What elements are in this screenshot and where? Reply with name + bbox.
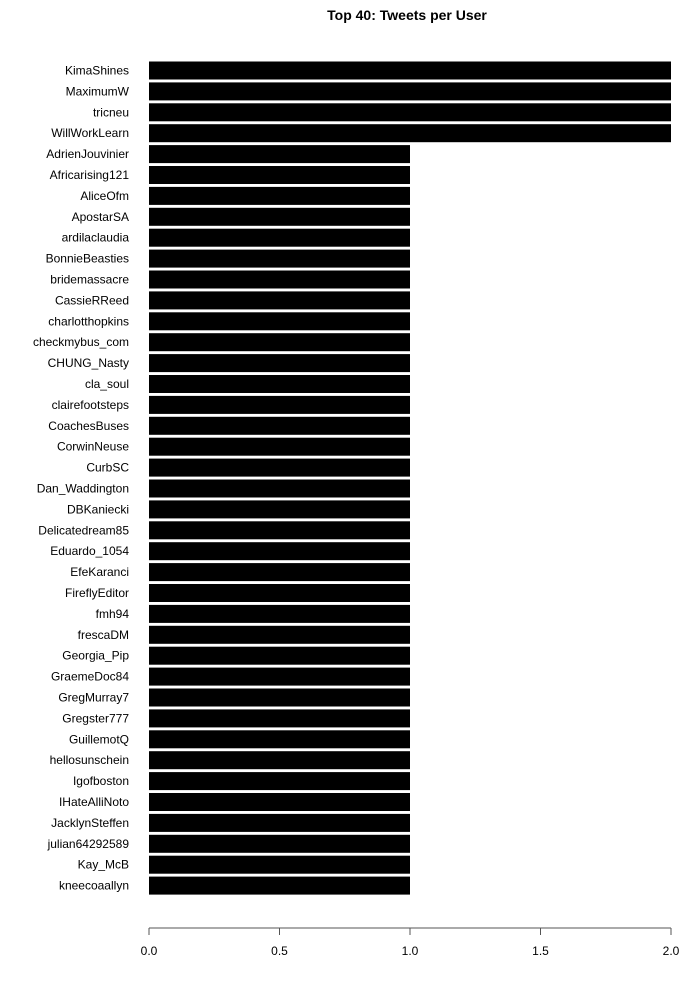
bar	[149, 207, 410, 226]
chart-title: Top 40: Tweets per User	[327, 7, 487, 23]
bar	[149, 124, 671, 143]
bar	[149, 228, 410, 247]
category-label: Gregster777	[62, 711, 129, 725]
bar	[149, 333, 410, 352]
bar	[149, 103, 671, 122]
category-label: CHUNG_Nasty	[48, 356, 129, 370]
category-label: MaximumW	[66, 84, 130, 98]
category-label: AliceOfm	[80, 189, 129, 203]
bar	[149, 667, 410, 686]
category-label: charlotthopkins	[48, 314, 129, 328]
category-label: DBKaniecki	[67, 502, 129, 516]
bar	[149, 82, 671, 101]
category-label: ardilaclaudia	[62, 231, 130, 245]
bar	[149, 395, 410, 414]
bar	[149, 521, 410, 540]
bar	[149, 772, 410, 791]
category-label: AdrienJouvinier	[46, 147, 129, 161]
bar	[149, 270, 410, 289]
bar	[149, 625, 410, 644]
x-tick-label: 0.0	[141, 944, 158, 958]
category-label: julian64292589	[47, 837, 130, 851]
category-label: CurbSC	[86, 461, 129, 475]
bar	[149, 145, 410, 164]
category-label: GuillemotQ	[69, 732, 129, 746]
bar	[149, 813, 410, 832]
bar	[149, 709, 410, 728]
category-label: fmh94	[96, 607, 130, 621]
category-label: GregMurray7	[58, 691, 129, 705]
bar	[149, 458, 410, 477]
category-label: Africarising121	[50, 168, 130, 182]
category-label: cla_soul	[85, 377, 129, 391]
category-label: bridemassacre	[50, 273, 129, 287]
x-tick-label: 0.5	[271, 944, 288, 958]
bar	[149, 834, 410, 853]
bar	[149, 584, 410, 602]
bar	[149, 876, 410, 895]
bar	[149, 563, 410, 582]
bar	[149, 354, 410, 373]
category-label: Delicatedream85	[38, 523, 129, 537]
x-tick-label: 1.0	[402, 944, 419, 958]
x-axis: 0.0 0.5 1.0 1.5 2.0	[141, 927, 680, 958]
category-label: CorwinNeuse	[57, 440, 129, 454]
category-label: Eduardo_1054	[50, 544, 129, 558]
category-labels: KimaShines MaximumW tricneu WillWorkLearn Ad…	[33, 64, 130, 893]
bar	[149, 688, 410, 707]
category-label: Kay_McB	[78, 858, 129, 872]
bar	[149, 186, 410, 205]
bar	[149, 437, 410, 456]
bar	[149, 375, 410, 393]
category-label: hellosunschein	[50, 753, 129, 767]
category-label: BonnieBeasties	[46, 252, 129, 266]
category-label: checkmybus_com	[33, 335, 129, 349]
category-label: Georgia_Pip	[62, 649, 129, 663]
category-label: Igofboston	[73, 774, 129, 788]
category-label: tricneu	[93, 105, 129, 119]
category-label: kneecoaallyn	[59, 879, 129, 893]
x-tick-label: 2.0	[663, 944, 680, 958]
category-label: Dan_Waddington	[37, 482, 129, 496]
category-label: GraemeDoc84	[51, 670, 129, 684]
category-label: FireflyEditor	[65, 586, 129, 600]
category-label: ApostarSA	[72, 210, 129, 224]
bar	[149, 542, 410, 561]
category-label: frescaDM	[78, 628, 129, 642]
bar	[149, 730, 410, 749]
bar	[149, 166, 410, 184]
bar	[149, 855, 410, 874]
category-label: EfeKaranci	[70, 565, 129, 579]
category-label: JacklynSteffen	[51, 816, 129, 830]
bar	[149, 416, 410, 435]
bar	[149, 793, 410, 811]
category-label: clairefootsteps	[52, 398, 129, 412]
bar	[149, 479, 410, 498]
category-label: CassieRReed	[55, 293, 129, 307]
bar	[149, 312, 410, 331]
bar	[149, 500, 410, 519]
category-label: KimaShines	[65, 64, 129, 78]
x-tick-label: 1.5	[532, 944, 549, 958]
category-label: WillWorkLearn	[51, 126, 129, 140]
bar	[149, 61, 671, 80]
bar	[149, 751, 410, 770]
category-label: CoachesBuses	[48, 419, 129, 433]
category-label: IHateAlliNoto	[59, 795, 129, 809]
bar	[149, 646, 410, 665]
bar	[149, 249, 410, 268]
bar	[149, 604, 410, 623]
bars	[149, 61, 671, 895]
bar	[149, 291, 410, 310]
